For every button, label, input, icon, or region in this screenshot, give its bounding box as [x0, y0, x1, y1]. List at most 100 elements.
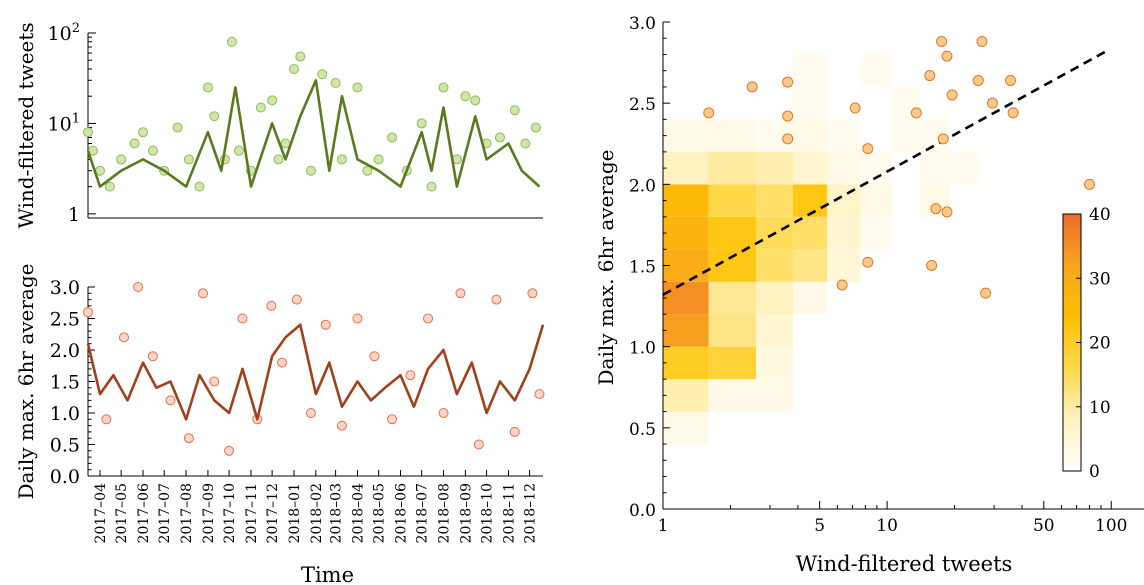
x-tick-label: 2017–11 [244, 483, 260, 543]
data-point [930, 203, 942, 215]
y-tick-label: 0.5 [50, 435, 80, 457]
data-point [782, 110, 794, 122]
y-axis-title: Daily max. 6hr average [594, 150, 618, 386]
panel-tweets-timeseries: Wind-filtered tweets [14, 22, 543, 229]
data-point [116, 154, 127, 165]
data-point [509, 426, 520, 437]
data-point [470, 95, 481, 106]
heatmap-cell [827, 216, 861, 250]
x-tick-label: 50 [1033, 516, 1055, 536]
data-point [373, 154, 384, 165]
data-point [423, 313, 434, 324]
data-point [352, 313, 363, 324]
data-point [980, 287, 992, 299]
y-tick-label: 1.5 [629, 258, 656, 278]
heatmap-cell [891, 119, 920, 152]
x-tick-label: 2017–05 [114, 483, 130, 543]
colorbar-tick-label: 30 [1089, 269, 1111, 289]
x-tick-label: 2018–02 [309, 483, 325, 543]
heatmap-cell [708, 119, 757, 152]
heatmap-cell [663, 119, 709, 152]
heatmap-cell [860, 151, 892, 185]
data-point [194, 181, 205, 192]
heatmap-cell [792, 86, 828, 120]
data-point [520, 138, 531, 149]
x-tick-label: 2017–08 [179, 483, 195, 543]
heatmap-cell [663, 379, 709, 412]
data-point [473, 439, 484, 450]
heatmap-cell [663, 184, 709, 217]
data-point [129, 138, 140, 149]
data-point [924, 70, 936, 82]
data-point [101, 414, 112, 425]
heatmap-cell [756, 346, 793, 380]
data-point [305, 408, 316, 418]
y-tick-label: 3.0 [629, 14, 656, 34]
data-point [703, 107, 715, 119]
data-point [336, 420, 347, 431]
data-point [910, 107, 922, 119]
heatmap-cell [663, 249, 709, 282]
x-tick-label: 2018–06 [394, 483, 410, 544]
x-tick-label: 2018–08 [437, 483, 453, 543]
data-point [320, 319, 331, 330]
data-point [183, 154, 194, 165]
heatmap-cell [792, 184, 828, 217]
data-point [147, 351, 158, 362]
x-tick-label: 2018–01 [287, 483, 303, 543]
x-tick-label: 2017–10 [222, 483, 238, 543]
data-point [267, 95, 278, 106]
heatmap-cell [708, 346, 757, 380]
heatmap-cell [756, 151, 793, 185]
data-point [273, 154, 284, 165]
fit-line [662, 50, 1107, 296]
heatmap-cell [919, 151, 950, 185]
data-point [237, 313, 248, 324]
data-point [288, 63, 299, 74]
heatmap-cell [860, 54, 892, 87]
heatmap-cell [708, 151, 757, 185]
data-point [165, 395, 176, 406]
data-point [183, 433, 194, 444]
data-point [336, 154, 347, 165]
heatmap-cell [708, 314, 757, 347]
heatmap-cell [663, 314, 709, 347]
x-tick-label: 2018–11 [501, 483, 517, 543]
data-point [224, 445, 235, 456]
y-tick-label: 0.0 [50, 466, 80, 488]
heatmap-cell [756, 314, 793, 347]
x-axis-title: Time [301, 563, 354, 585]
y-tick-label: 0.0 [629, 501, 656, 521]
heatmap-cell [792, 151, 828, 185]
x-tick-label: 2017–04 [93, 483, 109, 544]
data-point [509, 105, 520, 116]
x-tick-label: 100 [1095, 516, 1127, 536]
heatmap-cell [792, 281, 828, 315]
data-point [941, 50, 953, 62]
heatmap-cell [756, 281, 793, 315]
x-tick-label: 2018–05 [372, 483, 388, 543]
data-point [426, 181, 437, 192]
y-tick-label: 2.0 [50, 340, 80, 362]
data-point [209, 376, 220, 387]
x-tick-label: 2018–09 [458, 483, 474, 543]
data-point [527, 288, 538, 299]
y-tick-label: 2.0 [629, 176, 656, 196]
y-tick-label: 1.0 [50, 403, 80, 425]
data-point [782, 76, 794, 88]
y-tick-label: 1 [68, 204, 80, 226]
data-point [1004, 74, 1016, 86]
heatmap-cell [756, 249, 793, 282]
series-line [86, 323, 545, 421]
y-tick-label: 2.5 [50, 309, 80, 331]
x-tick-label: 2018–12 [523, 483, 539, 543]
data-point [138, 127, 149, 138]
panel-wind-timeseries: 0.0 0.5 1.0 1.5 2.0 2.5 3.0 2017–04 2017–05 2017–… [14, 264, 545, 585]
data-point [937, 133, 949, 145]
colorbar-tick-label: 10 [1089, 398, 1111, 418]
data-point [455, 288, 466, 299]
y-tick-label: 1.5 [50, 372, 80, 394]
data-point [862, 256, 874, 268]
